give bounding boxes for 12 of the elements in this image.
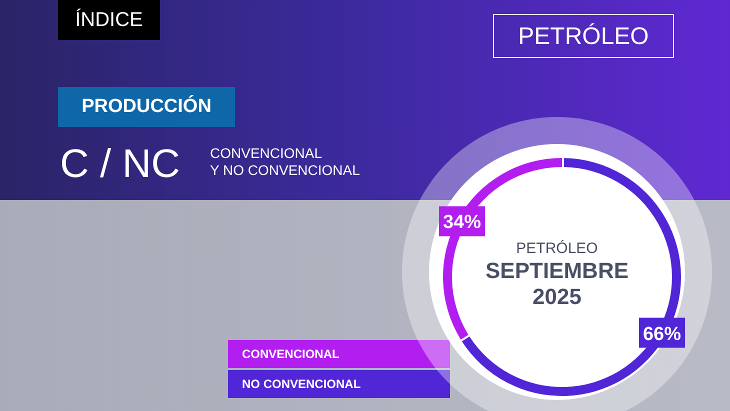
text: PETRÓLEO xyxy=(493,14,674,58)
chart-title: C / NC xyxy=(60,141,180,188)
text: 2025 xyxy=(532,284,582,310)
text: SEPTIEMBRE xyxy=(484,258,630,284)
text: PRODUCCIÓN xyxy=(58,87,235,127)
data-label: 66% xyxy=(642,324,682,345)
legend-label: CONVENCIONAL xyxy=(242,346,340,363)
data-label: 34% xyxy=(442,212,482,234)
chart-subtitle: CONVENCIONAL Y NO CONVENCIONAL xyxy=(210,145,360,179)
text: PETRÓLEO xyxy=(515,240,599,258)
legend-label: NO CONVENCIONAL xyxy=(242,376,361,393)
text: ÍNDICE xyxy=(58,0,160,40)
